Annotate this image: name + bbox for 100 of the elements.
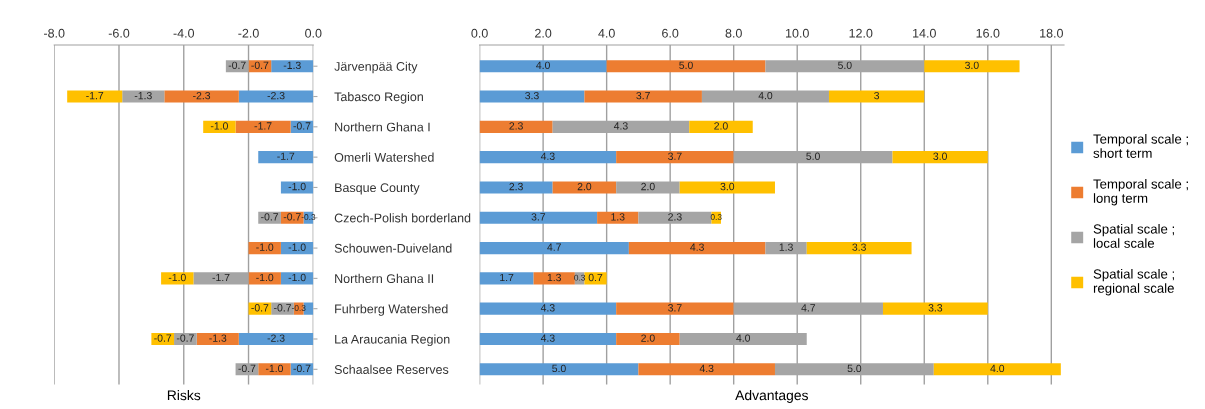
y-tick-label: Basque County: [335, 183, 420, 195]
data-label: -1.3: [209, 334, 227, 342]
data-label: 4.3: [613, 122, 628, 130]
bar: [271, 60, 314, 73]
data-label: -0.7: [238, 364, 256, 373]
data-label: 1.3: [779, 243, 793, 251]
bar: [280, 181, 314, 194]
y-tick-label: Tabasco Region: [334, 91, 423, 104]
bar: [606, 60, 766, 73]
data-label: -1.7: [212, 273, 230, 282]
data-label: 2.0: [714, 122, 728, 130]
data-label: 3.0: [933, 152, 947, 160]
legend-label: Spatial scale ; local scale: [1093, 223, 1174, 248]
x-tick-label: 10.0: [786, 28, 809, 38]
data-label: -0.7: [251, 304, 269, 312]
bar: [479, 302, 617, 315]
x-tick-label: 0.0: [305, 28, 322, 38]
y-tick-label: Järvenpää City: [334, 61, 418, 74]
bar: [479, 120, 553, 133]
x-tick-label: 0.0: [471, 28, 488, 38]
x-tick-label: 16.0: [976, 28, 1000, 38]
data-label: 4.0: [536, 61, 550, 69]
y-tick-label: Northern Ghana I: [335, 122, 430, 132]
bar: [479, 60, 607, 73]
data-label: 4.7: [547, 243, 561, 251]
bar: [584, 272, 607, 285]
x-tick-label: 2.0: [535, 28, 552, 38]
data-label: -1.0: [288, 273, 306, 282]
bar: [248, 242, 281, 255]
data-label: -0.7: [154, 334, 172, 342]
legend-label: Spatial scale ; regional scale: [1093, 268, 1174, 296]
bar: [924, 60, 1020, 73]
data-label: 2.3: [509, 122, 523, 130]
data-label: 2.0: [641, 182, 655, 191]
data-label: -0.7: [293, 122, 311, 130]
data-label: 3.0: [720, 182, 735, 191]
data-label: 5.0: [838, 61, 852, 69]
bar: [238, 90, 314, 103]
data-label: -1.0: [288, 243, 306, 251]
bar: [258, 151, 314, 164]
data-label: -1.0: [265, 364, 284, 373]
bar: [479, 90, 585, 103]
data-label: 4.0: [736, 334, 751, 342]
data-label: -0.7: [261, 213, 279, 221]
data-label: 3.3: [525, 91, 539, 100]
data-label: -1.3: [283, 61, 301, 69]
bar: [533, 272, 575, 285]
x-tick-label: -2.0: [238, 28, 259, 38]
data-label: 4.3: [699, 364, 714, 373]
bar: [196, 332, 239, 346]
data-label: 3: [874, 91, 880, 100]
y-tick-label: Northern Ghana II: [335, 273, 434, 284]
bar: [584, 90, 702, 103]
x-tick-label: 12.0: [849, 28, 873, 38]
bar: [616, 302, 734, 315]
bar: [638, 363, 775, 376]
data-label: -1.0: [256, 273, 274, 282]
data-label: 2.0: [577, 182, 592, 191]
bar: [479, 181, 553, 194]
data-label: 3.7: [636, 91, 650, 100]
data-label: 3.7: [668, 304, 682, 312]
data-label: -0.7: [251, 61, 269, 69]
data-label: 5.0: [806, 152, 820, 160]
bar: [616, 332, 680, 346]
data-label: -1.7: [86, 92, 104, 100]
data-label: 5.0: [552, 364, 566, 373]
bar: [479, 151, 617, 164]
bar: [479, 242, 629, 255]
bar: [806, 242, 912, 255]
x-tick-label: 14.0: [913, 28, 936, 38]
y-tick-label: Schaalsee Reserves: [334, 364, 449, 374]
y-tick-label: Omerli Watershed: [334, 152, 434, 162]
data-label: -1.0: [288, 182, 306, 191]
data-label: -0.7: [176, 334, 194, 342]
data-label: -2.3: [267, 91, 285, 100]
bar: [479, 211, 598, 224]
y-tick-label: La Araucania Region: [335, 334, 450, 347]
x-tick-label: 18.0: [1040, 28, 1063, 38]
bar: [628, 242, 766, 255]
data-label: 4.7: [801, 304, 816, 312]
x-tick-label: -4.0: [173, 28, 195, 38]
data-label: -1.7: [277, 152, 295, 160]
bar: [122, 90, 165, 103]
data-label: -2.3: [193, 91, 211, 100]
y-tick-label: Fuhrberg Watershed: [335, 304, 448, 316]
data-label: 1.7: [500, 273, 514, 282]
bar: [280, 272, 314, 285]
data-label: 4.0: [990, 364, 1005, 373]
x-tick-label: 6.0: [662, 28, 679, 38]
data-label: -1.0: [210, 122, 228, 130]
data-label: 0.7: [588, 273, 603, 282]
bar: [933, 363, 1061, 376]
data-label: 2.0: [641, 334, 655, 342]
data-label: 4.3: [540, 334, 555, 342]
bar: [616, 151, 734, 164]
legend-label: Temporal scale ; long term: [1093, 178, 1188, 206]
x-tick-label: -8.0: [44, 28, 65, 38]
bar: [892, 151, 988, 164]
data-label: -1.0: [256, 243, 274, 251]
x-tick-label: 8.0: [725, 28, 742, 38]
